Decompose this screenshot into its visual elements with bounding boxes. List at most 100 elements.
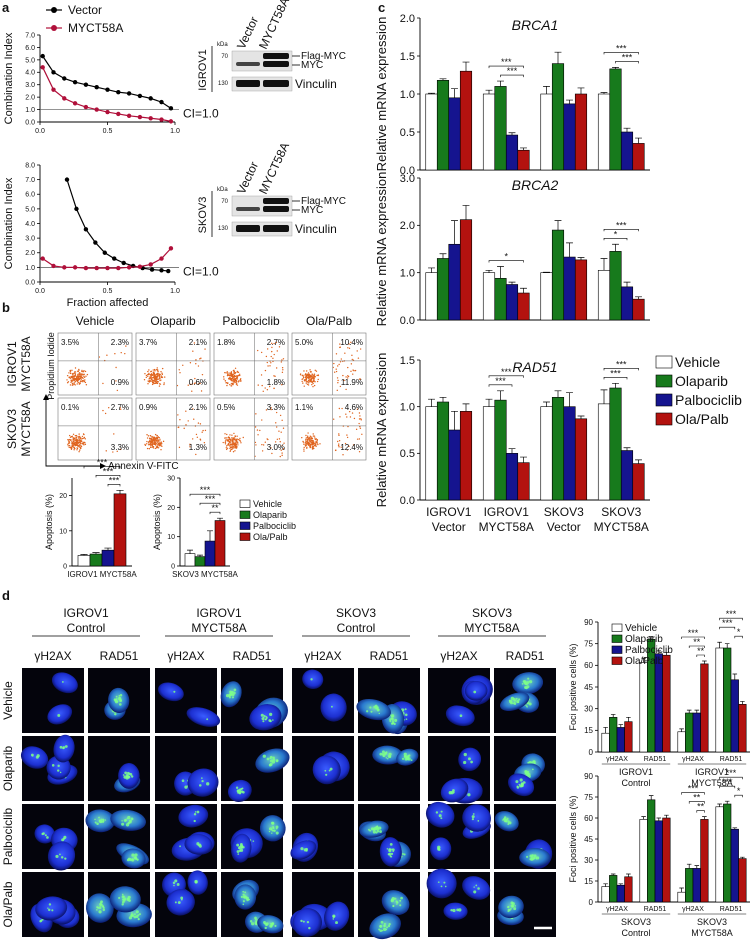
significance-bracket [95, 475, 121, 478]
micro-focus [57, 714, 61, 717]
flow-dot [310, 378, 313, 381]
flow-dot [156, 434, 158, 437]
micro-focus [382, 750, 385, 754]
flow-dot [309, 435, 311, 437]
micro-image [426, 868, 491, 937]
flow-dot [313, 435, 316, 437]
micro-focus [379, 925, 382, 928]
flow-dot [342, 454, 344, 456]
flow-dot [236, 446, 238, 449]
flow-dot [161, 376, 163, 379]
flow-dot [236, 378, 239, 380]
flow-dot [68, 434, 71, 437]
flow-dot [260, 374, 263, 376]
flow-dot [230, 374, 233, 377]
bar [77, 555, 91, 567]
flow-dot [155, 442, 157, 445]
y-tick-label: 2.0 [25, 250, 35, 257]
flow-dot [163, 382, 165, 384]
significance-label: *** [722, 777, 733, 787]
micro-focus [272, 719, 274, 721]
error-bar [603, 883, 608, 887]
micro-focus [98, 816, 100, 819]
error-bar [577, 415, 585, 419]
flow-dot [154, 374, 156, 376]
flow-dot [158, 442, 161, 444]
error-bar [648, 795, 654, 800]
flow-dot [155, 438, 157, 440]
flow-dot [73, 372, 76, 374]
flow-quadrant: 3.5% [61, 338, 79, 347]
y-tick-label: 15 [584, 726, 593, 735]
flow-dot [81, 376, 84, 379]
micro-focus [276, 759, 279, 762]
micro-focus [375, 707, 377, 709]
flow-dot [338, 434, 340, 437]
flow-dot [312, 376, 314, 379]
flow-dot [264, 369, 267, 372]
flow-column-label: Vehicle [76, 314, 115, 328]
micro-focus [388, 848, 392, 851]
flow-dot [151, 446, 153, 448]
flow-dot [345, 413, 347, 415]
flow-dot [312, 435, 315, 437]
flow-dot [310, 437, 313, 439]
flow-dot [150, 370, 153, 373]
significance-label: *** [616, 359, 627, 369]
group-label: SKOV3 [697, 917, 727, 927]
flow-dot [148, 438, 151, 440]
flow-dot [229, 383, 231, 386]
micro-focus [533, 854, 537, 858]
flow-dot [235, 378, 237, 381]
flow-dot [229, 373, 231, 375]
flow-dot [234, 450, 236, 452]
x-tick-label: 0.0 [35, 128, 45, 135]
series-point [62, 265, 67, 270]
micro-focus [391, 720, 395, 723]
flow-dot [351, 412, 354, 414]
flow-dot [79, 373, 81, 375]
bar [505, 134, 519, 171]
flow-dot [339, 361, 342, 363]
significance-bracket [603, 237, 628, 241]
micro-focus [379, 752, 383, 756]
error-bar [717, 641, 722, 648]
significance-label: *** [688, 628, 699, 638]
series-point [72, 101, 78, 106]
micro-focus [275, 831, 279, 835]
blot-band [263, 53, 289, 59]
flow-dot [231, 446, 233, 448]
flow-dot [154, 377, 157, 379]
micro-focus [130, 817, 134, 821]
y-tick-label: 20 [59, 493, 67, 500]
group-label: Control [621, 778, 650, 788]
micro-focus [271, 760, 276, 764]
x-tick-label: IGROV1 [426, 505, 472, 519]
series-point [159, 256, 164, 261]
flow-dot [193, 342, 196, 344]
flow-dot [182, 364, 184, 366]
flow-dot [348, 343, 350, 345]
flow-dot [71, 369, 73, 372]
micro-focus [237, 789, 240, 792]
micro-focus [273, 829, 276, 832]
y-tick-label: 1.0 [400, 268, 415, 280]
flow-dot [77, 441, 79, 443]
micro-focus [376, 825, 379, 828]
flow-dot [308, 444, 310, 446]
y-tick-label: 30 [167, 475, 175, 482]
flow-dot [77, 435, 79, 438]
flow-dot [185, 410, 187, 412]
error-bar [508, 448, 516, 454]
flow-dot [234, 440, 236, 442]
flow-dot [156, 436, 158, 439]
bar [639, 662, 648, 753]
micro-focus [390, 856, 393, 858]
y-tick-label: 45 [584, 835, 593, 844]
flow-dot [162, 440, 165, 443]
micro-focus [506, 818, 508, 821]
flow-dot [119, 406, 121, 409]
flow-dot [156, 445, 159, 448]
flow-dot [233, 375, 236, 377]
flow-dot [281, 359, 283, 361]
